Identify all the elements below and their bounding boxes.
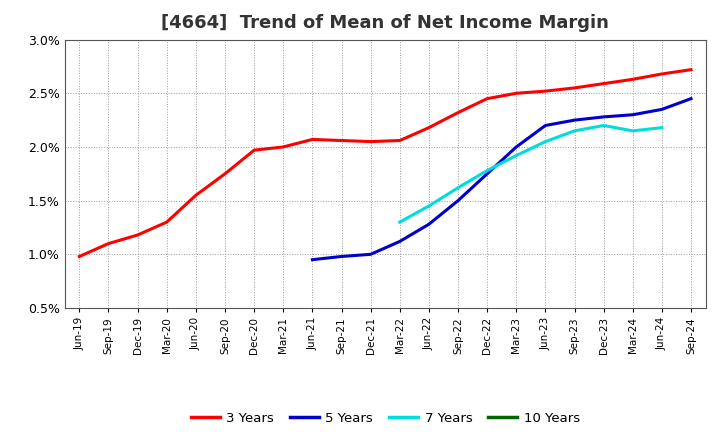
Legend: 3 Years, 5 Years, 7 Years, 10 Years: 3 Years, 5 Years, 7 Years, 10 Years — [185, 407, 585, 430]
Title: [4664]  Trend of Mean of Net Income Margin: [4664] Trend of Mean of Net Income Margi… — [161, 15, 609, 33]
